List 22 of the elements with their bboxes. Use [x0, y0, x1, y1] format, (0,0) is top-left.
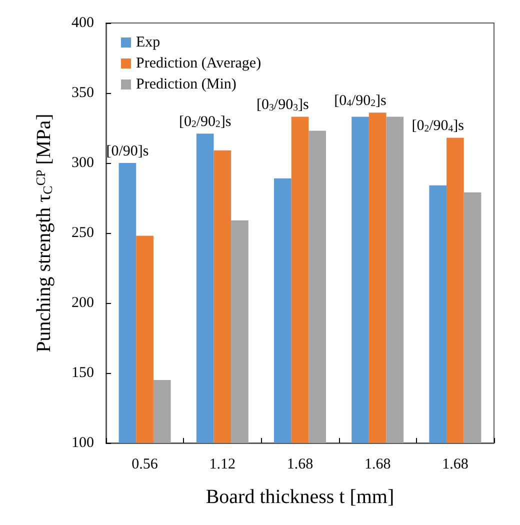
y-tick-label: 350 [72, 85, 94, 101]
y-tick-label: 200 [72, 295, 94, 311]
y-tick-label: 300 [72, 155, 94, 171]
x-tick-label: 1.68 [286, 456, 314, 472]
annotation: [03/903]s [256, 97, 309, 114]
x-tick-label: 0.56 [132, 456, 158, 472]
annotation: [0/90]s [106, 144, 149, 160]
annotation: [02/902]s [178, 114, 232, 130]
x-tick-label: 1.68 [442, 456, 468, 472]
annotation: [04/902]s [334, 92, 387, 110]
legend-label: Exp [136, 34, 160, 50]
x-tick-label: 1.68 [364, 456, 391, 472]
y-axis-title: Punching strength τCCP [MPa] [33, 114, 55, 352]
y-tick-label: 100 [72, 435, 94, 451]
y-tick-label: 150 [72, 365, 94, 381]
annotation: [02/904]s [412, 118, 464, 134]
y-tick-label: 400 [72, 15, 94, 31]
y-tick-label: 250 [72, 225, 94, 241]
legend-label: Prediction (Min) [136, 76, 236, 92]
legend-label: Prediction (Average) [136, 56, 262, 72]
x-axis-title: Board thickness t [mm] [206, 486, 394, 508]
x-tick-label: 1.12 [209, 456, 236, 472]
